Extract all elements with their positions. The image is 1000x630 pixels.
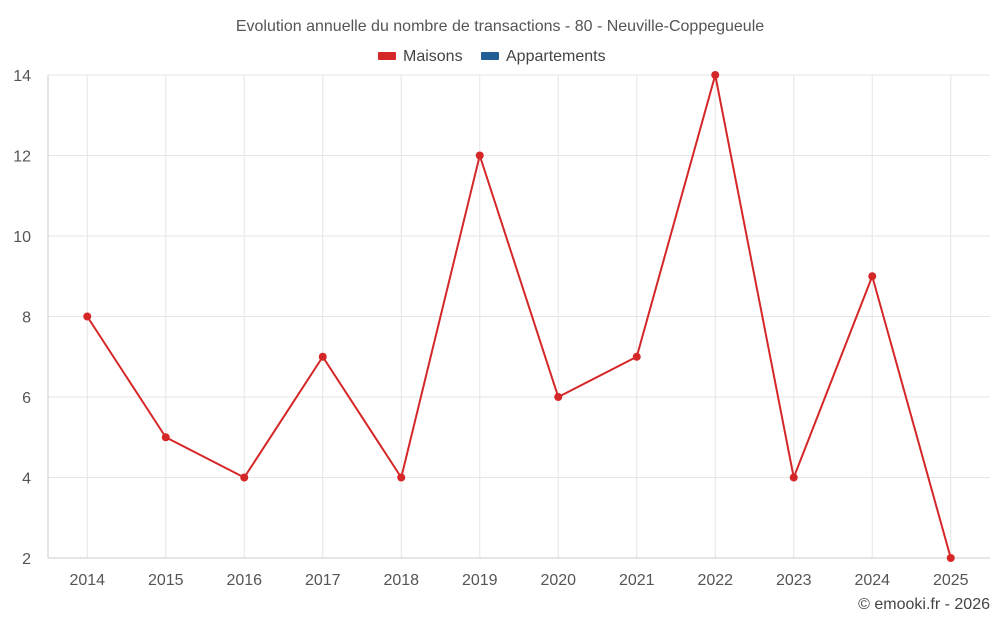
data-point-maisons-2025[interactable]: 2025: 2 — [946, 554, 955, 562]
chart-title: Evolution annuelle du nombre de transact… — [236, 18, 764, 35]
data-point-maisons-2015[interactable]: 2015: 5 — [161, 433, 170, 442]
x-tick-label-2016: 2016 — [226, 572, 262, 589]
series-maisons: 2014: 8 2015: 5 2016: 4 2017: 7 2018: 4 2019:… — [83, 71, 955, 562]
axes: 2 4 6 8 10 12 14 2014 2015 2016 2017 2018 2019 2020 20… — [13, 68, 990, 589]
data-point-maisons-2023[interactable]: 2023: 4 — [789, 473, 798, 482]
x-tick-label-2021: 2021 — [619, 572, 655, 589]
x-tick-label-2015: 2015 — [148, 572, 184, 589]
legend-item-maisons[interactable]: Maisons — [378, 48, 463, 65]
data-point-maisons-2024[interactable]: 2024: 9 — [868, 272, 877, 281]
y-tick-label-10: 10 — [13, 229, 31, 246]
x-tick-label-2022: 2022 — [697, 572, 733, 589]
grid — [48, 74, 990, 558]
data-point-maisons-2021[interactable]: 2021: 7 — [632, 352, 641, 361]
series-line-maisons — [86, 74, 952, 559]
x-tick-label-2019: 2019 — [462, 572, 498, 589]
y-tick-label-2: 2 — [22, 551, 31, 568]
data-point-maisons-2019[interactable]: 2019: 12 — [475, 151, 484, 160]
data-point-maisons-2017[interactable]: 2017: 7 — [318, 352, 327, 361]
x-tick-label-2024: 2024 — [854, 572, 890, 589]
x-tick-label-2014: 2014 — [69, 572, 105, 589]
x-tick-label-2018: 2018 — [383, 572, 419, 589]
data-point-maisons-2014[interactable]: 2014: 8 — [83, 312, 92, 321]
data-point-maisons-2018[interactable]: 2018: 4 — [397, 473, 406, 482]
x-tick-label-2023: 2023 — [776, 572, 812, 589]
y-tick-label-6: 6 — [22, 390, 31, 407]
legend-label-maisons: Maisons — [403, 48, 463, 65]
legend: Maisons Appartements — [378, 48, 606, 65]
legend-item-appartements[interactable]: Appartements — [481, 48, 606, 65]
legend-label-appartements: Appartements — [506, 48, 606, 65]
y-tick-label-12: 12 — [13, 149, 31, 166]
credit-text: © emooki.fr - 2026 — [858, 596, 990, 613]
data-point-maisons-2020[interactable]: 2020: 6 — [554, 393, 563, 401]
legend-swatch-maisons — [378, 52, 396, 60]
x-tick-label-2017: 2017 — [305, 572, 341, 589]
data-point-maisons-2022[interactable]: 2022: 14 — [711, 71, 720, 79]
y-tick-label-14: 14 — [13, 68, 31, 85]
data-point-maisons-2016[interactable]: 2016: 4 — [240, 473, 249, 482]
legend-swatch-appartements — [481, 52, 499, 60]
x-tick-label-2025: 2025 — [933, 572, 969, 589]
x-tick-label-2020: 2020 — [540, 572, 576, 589]
y-tick-label-8: 8 — [22, 310, 31, 327]
y-tick-label-4: 4 — [22, 471, 31, 488]
